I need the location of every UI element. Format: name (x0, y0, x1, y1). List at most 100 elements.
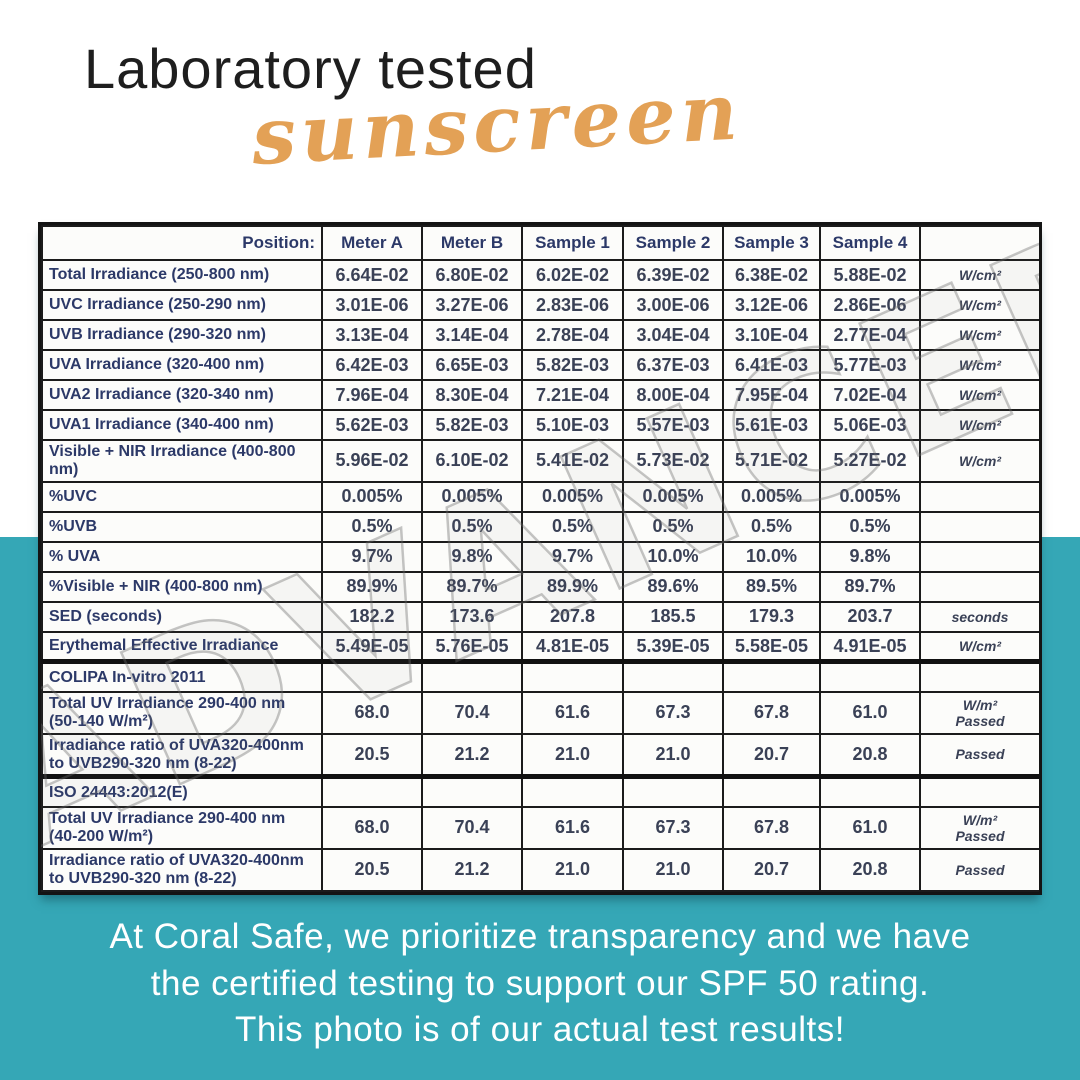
cell-value: 9.8% (421, 540, 523, 573)
table-row: Irradiance ratio of UVA320-400nm to UVB2… (41, 732, 1039, 778)
cell-value: 7.02E-04 (819, 379, 921, 411)
cell-value: 6.65E-03 (421, 349, 523, 381)
cell-unit (919, 540, 1039, 573)
cell-value: 179.3 (722, 600, 821, 633)
cell-value (622, 774, 724, 808)
cell-value: 9.8% (819, 540, 921, 573)
column-header: Sample 3 (722, 225, 821, 261)
cell-value: 0.005% (622, 480, 724, 513)
cell-value (421, 659, 523, 693)
row-label: %UVC (41, 480, 323, 513)
cell-value: 6.42E-03 (321, 349, 423, 381)
column-header (919, 225, 1039, 261)
row-label: COLIPA In-vitro 2011 (41, 659, 323, 693)
cell-value: 5.58E-05 (722, 630, 821, 663)
row-label: UVC Irradiance (250-290 nm) (41, 289, 323, 321)
cell-unit: W/cm² (919, 259, 1039, 291)
cell-value: 5.82E-03 (421, 409, 523, 441)
cell-value: 3.27E-06 (421, 289, 523, 321)
cell-value: 0.5% (819, 510, 921, 543)
cell-value: 5.10E-03 (521, 409, 624, 441)
cell-value: 6.37E-03 (622, 349, 724, 381)
cell-value: 20.8 (819, 847, 921, 892)
cell-value: 5.41E-02 (521, 439, 624, 483)
cell-value: 5.27E-02 (819, 439, 921, 483)
row-label: SED (seconds) (41, 600, 323, 633)
cell-value: 2.77E-04 (819, 319, 921, 351)
cell-value: 20.7 (722, 732, 821, 778)
page-title: Laboratory tested (84, 37, 537, 100)
table-row: UVA2 Irradiance (320-340 nm) 7.96E-04 8.30… (41, 379, 1039, 411)
cell-unit: W/cm² (919, 409, 1039, 441)
cell-value: 0.005% (819, 480, 921, 513)
cell-value (521, 659, 624, 693)
cell-value: 89.5% (722, 570, 821, 603)
cell-value (421, 774, 523, 808)
table-row: Total UV Irradiance 290-400 nm (50-140 W… (41, 690, 1039, 735)
cell-unit: Passed (919, 847, 1039, 892)
cell-value: 68.0 (321, 805, 423, 850)
cell-unit: W/cm² (919, 349, 1039, 381)
cell-value: 5.76E-05 (421, 630, 523, 663)
section-row: COLIPA In-vitro 2011 (41, 659, 1039, 693)
table-row: Erythemal Effective Irradiance 5.49E-05 5.… (41, 630, 1039, 663)
cell-value: 0.5% (521, 510, 624, 543)
row-label: Erythemal Effective Irradiance (41, 630, 323, 663)
cell-value (722, 659, 821, 693)
cell-unit: W/cm² (919, 630, 1039, 663)
cell-value: 20.5 (321, 732, 423, 778)
cell-value: 6.80E-02 (421, 259, 523, 291)
row-label: UVA1 Irradiance (340-400 nm) (41, 409, 323, 441)
cell-value: 2.86E-06 (819, 289, 921, 321)
cell-unit (919, 510, 1039, 543)
cell-unit: W/cm² (919, 439, 1039, 483)
row-label: %Visible + NIR (400-800 nm) (41, 570, 323, 603)
cell-value (819, 659, 921, 693)
table-row: Total Irradiance (250-800 nm) 6.64E-02 6.8… (41, 259, 1039, 291)
cell-value: 4.81E-05 (521, 630, 624, 663)
cell-value: 6.41E-03 (722, 349, 821, 381)
cell-value: 5.57E-03 (622, 409, 724, 441)
cell-value: 61.6 (521, 690, 624, 735)
table-row: % UVA 9.7% 9.8% 9.7% 10.0% 10.0% 9.8% (41, 540, 1039, 573)
cell-value: 67.3 (622, 690, 724, 735)
cell-value: 5.73E-02 (622, 439, 724, 483)
row-label: UVB Irradiance (290-320 nm) (41, 319, 323, 351)
cell-value: 5.39E-05 (622, 630, 724, 663)
cell-value: 9.7% (321, 540, 423, 573)
cell-value: 0.5% (622, 510, 724, 543)
table-row: Visible + NIR Irradiance (400-800 nm) 5.9… (41, 439, 1039, 483)
cell-value: 5.88E-02 (819, 259, 921, 291)
cell-value: 5.49E-05 (321, 630, 423, 663)
row-label: Total UV Irradiance 290-400 nm (50-140 W… (41, 690, 323, 735)
row-label: Irradiance ratio of UVA320-400nm to UVB2… (41, 732, 323, 778)
cell-value: 0.005% (521, 480, 624, 513)
cell-value: 8.00E-04 (622, 379, 724, 411)
cell-value: 207.8 (521, 600, 624, 633)
table-row: UVA1 Irradiance (340-400 nm) 5.62E-03 5.82… (41, 409, 1039, 441)
cell-value: 21.0 (521, 847, 624, 892)
cell-value: 0.5% (421, 510, 523, 543)
cell-value: 5.71E-02 (722, 439, 821, 483)
cell-value: 7.21E-04 (521, 379, 624, 411)
cell-value: 89.7% (819, 570, 921, 603)
column-header: Sample 1 (521, 225, 624, 261)
cell-value: 20.8 (819, 732, 921, 778)
cell-value: 70.4 (421, 690, 523, 735)
cell-value: 3.13E-04 (321, 319, 423, 351)
table-row: SED (seconds) 182.2 173.6 207.8 185.5 179.3 20… (41, 600, 1039, 633)
column-header: Meter B (421, 225, 523, 261)
cell-value: 61.6 (521, 805, 624, 850)
cell-value: 3.04E-04 (622, 319, 724, 351)
cell-value: 5.06E-03 (819, 409, 921, 441)
cell-value: 67.8 (722, 690, 821, 735)
cell-value: 0.5% (321, 510, 423, 543)
cell-unit (919, 570, 1039, 603)
table-row: UVA Irradiance (320-400 nm) 6.42E-03 6.65E… (41, 349, 1039, 381)
cell-value (321, 659, 423, 693)
caption-line: This photo is of our actual test results… (235, 1010, 845, 1050)
cell-unit: seconds (919, 600, 1039, 633)
cell-value: 5.77E-03 (819, 349, 921, 381)
row-label: Total UV Irradiance 290-400 nm (40-200 W… (41, 805, 323, 850)
